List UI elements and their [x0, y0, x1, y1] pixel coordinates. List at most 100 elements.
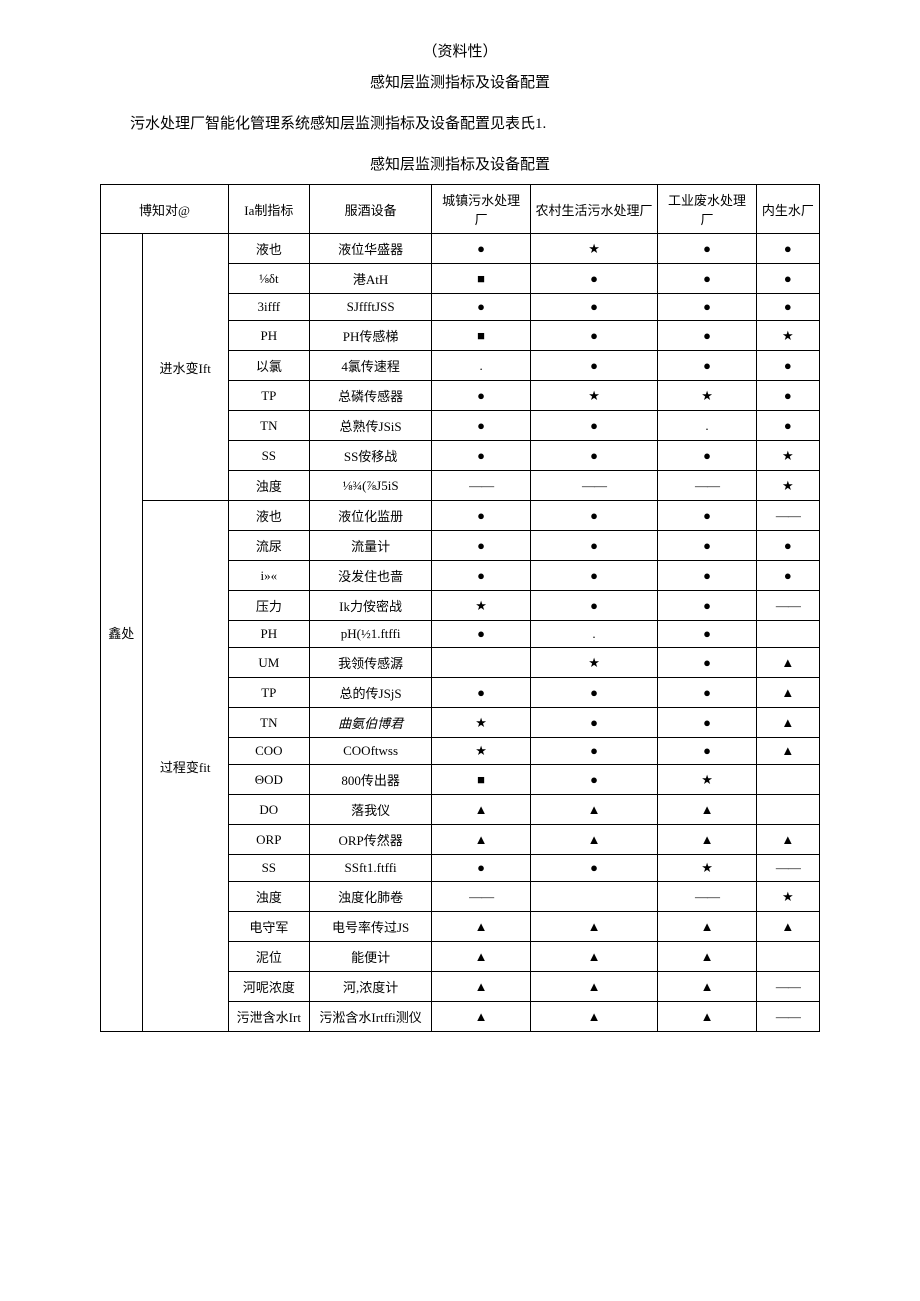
symbol-cell: ▲: [658, 942, 756, 972]
symbol-cell: ●: [658, 531, 756, 561]
symbol-cell: ●: [756, 294, 819, 321]
symbol-cell: ▲: [658, 1002, 756, 1032]
symbol-cell: ★: [530, 648, 658, 678]
symbol-cell: ▲: [756, 648, 819, 678]
symbol-cell: ★: [432, 708, 530, 738]
symbol-cell: ●: [658, 264, 756, 294]
symbol-cell: ●: [432, 294, 530, 321]
indicator-cell: i»«: [228, 561, 309, 591]
device-cell: Ik力侒密战: [309, 591, 432, 621]
indicator-cell: PH: [228, 321, 309, 351]
symbol-cell: ●: [432, 531, 530, 561]
symbol-cell: ▲: [432, 942, 530, 972]
indicator-cell: 电守军: [228, 912, 309, 942]
symbol-cell: ●: [658, 708, 756, 738]
symbol-cell: ●: [432, 561, 530, 591]
device-cell: 落我仪: [309, 795, 432, 825]
symbol-cell: ★: [432, 591, 530, 621]
indicator-cell: TP: [228, 381, 309, 411]
symbol-cell: ●: [530, 708, 658, 738]
device-cell: 总熟传JSiS: [309, 411, 432, 441]
device-cell: 港AtH: [309, 264, 432, 294]
symbol-cell: ▲: [432, 912, 530, 942]
device-cell: SS侒移战: [309, 441, 432, 471]
symbol-cell: ——: [432, 882, 530, 912]
symbol-cell: ●: [658, 621, 756, 648]
symbol-cell: ●: [756, 264, 819, 294]
symbol-cell: ●: [658, 321, 756, 351]
device-cell: 能便计: [309, 942, 432, 972]
symbol-cell: ●: [756, 351, 819, 381]
device-cell: 曲氨伯博君: [309, 708, 432, 738]
symbol-cell: ★: [658, 855, 756, 882]
indicator-cell: 浊度: [228, 882, 309, 912]
indicator-cell: SS: [228, 441, 309, 471]
symbol-cell: ▲: [530, 795, 658, 825]
symbol-cell: ▲: [756, 912, 819, 942]
device-cell: 电号率传过JS: [309, 912, 432, 942]
col1-main-cell: 鑫处: [101, 234, 143, 1032]
indicator-cell: 3ifff: [228, 294, 309, 321]
symbol-cell: ▲: [658, 795, 756, 825]
symbol-cell: ——: [756, 855, 819, 882]
symbol-cell: ●: [530, 531, 658, 561]
symbol-cell: ●: [432, 411, 530, 441]
indicator-cell: 浊度: [228, 471, 309, 501]
device-cell: 总的传JSjS: [309, 678, 432, 708]
symbol-cell: ●: [658, 678, 756, 708]
device-cell: 液位化监册: [309, 501, 432, 531]
symbol-cell: ●: [432, 855, 530, 882]
device-cell: 污淞含水Irtffi测仪: [309, 1002, 432, 1032]
symbol-cell: ●: [756, 411, 819, 441]
device-cell: 河,浓度计: [309, 972, 432, 1002]
header-col7: 内生水厂: [756, 185, 819, 234]
indicator-cell: 压力: [228, 591, 309, 621]
symbol-cell: ●: [658, 441, 756, 471]
symbol-cell: ●: [756, 561, 819, 591]
indicator-cell: TP: [228, 678, 309, 708]
header-title: 感知层监测指标及设备配置: [100, 71, 820, 92]
symbol-cell: ▲: [756, 678, 819, 708]
symbol-cell: ——: [530, 471, 658, 501]
symbol-cell: ▲: [756, 738, 819, 765]
symbol-cell: ●: [530, 441, 658, 471]
symbol-cell: ●: [530, 678, 658, 708]
indicator-cell: SS: [228, 855, 309, 882]
device-cell: PH传感梯: [309, 321, 432, 351]
symbol-cell: ●: [530, 765, 658, 795]
symbol-cell: [756, 765, 819, 795]
symbol-cell: ▲: [530, 972, 658, 1002]
symbol-cell: [530, 882, 658, 912]
device-cell: 没发住也啬: [309, 561, 432, 591]
device-cell: COOftwss: [309, 738, 432, 765]
symbol-cell: ★: [756, 882, 819, 912]
device-cell: 浊度化肺卷: [309, 882, 432, 912]
symbol-cell: ●: [658, 234, 756, 264]
indicator-cell: 流尿: [228, 531, 309, 561]
symbol-cell: .: [432, 351, 530, 381]
device-cell: ⅛¾(⅞J5iS: [309, 471, 432, 501]
symbol-cell: ★: [530, 381, 658, 411]
device-cell: SSft1.ftffi: [309, 855, 432, 882]
symbol-cell: ★: [756, 441, 819, 471]
symbol-cell: ●: [658, 294, 756, 321]
symbol-cell: ●: [756, 234, 819, 264]
symbol-cell: ★: [530, 234, 658, 264]
symbol-cell: ●: [530, 855, 658, 882]
symbol-cell: ●: [530, 321, 658, 351]
symbol-cell: ■: [432, 765, 530, 795]
indicator-cell: DO: [228, 795, 309, 825]
header-subtitle: （资料性）: [100, 40, 820, 61]
indicator-cell: ΘOD: [228, 765, 309, 795]
indicator-cell: PH: [228, 621, 309, 648]
symbol-cell: ●: [658, 351, 756, 381]
header-col2: Ia制指标: [228, 185, 309, 234]
symbol-cell: ▲: [658, 972, 756, 1002]
symbol-cell: ■: [432, 264, 530, 294]
symbol-cell: ●: [658, 501, 756, 531]
symbol-cell: ▲: [530, 825, 658, 855]
indicator-cell: 液也: [228, 234, 309, 264]
symbol-cell: ▲: [432, 795, 530, 825]
symbol-cell: ●: [530, 411, 658, 441]
symbol-cell: ★: [658, 765, 756, 795]
